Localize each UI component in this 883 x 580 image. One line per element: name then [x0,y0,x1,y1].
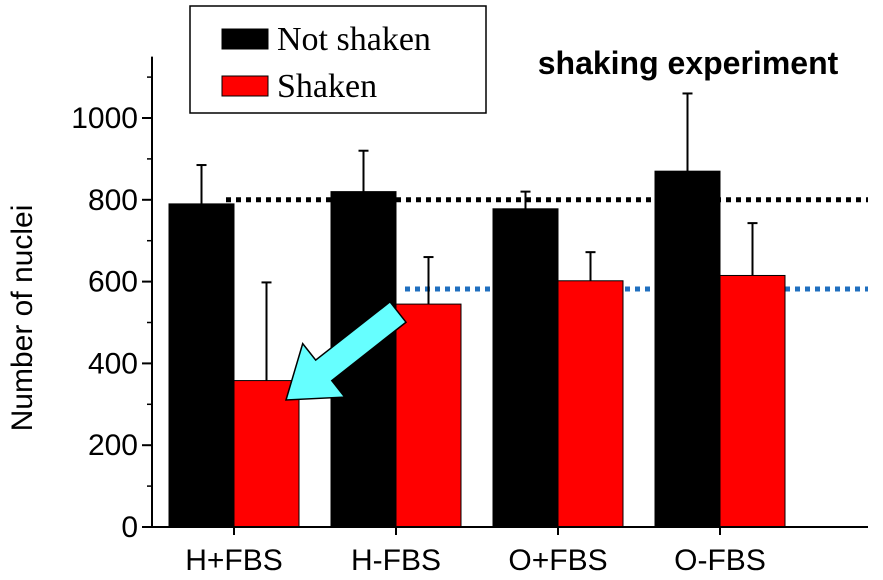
bar-shaken-o+fbs [557,280,624,528]
bar-shaken-h+fbs [233,380,300,528]
y-tick-label: 600 [88,266,138,299]
legend-swatch-not-shaken [221,28,269,50]
legend: Not shaken Shaken [189,5,487,114]
y-ticks: 0 200 400 600 800 1000 [71,76,152,544]
x-tick-label: H+FBS [185,544,283,577]
y-tick-label: 800 [88,184,138,217]
bar-not-shaken-h+fbs [168,203,235,528]
x-tick-label: O-FBS [674,544,766,577]
y-tick-label: 1000 [71,102,138,135]
bar-not-shaken-o+fbs [492,208,559,528]
axes [151,56,868,528]
error-bars [196,92,758,381]
bars [168,170,786,528]
x-tick-label: H-FBS [351,544,441,577]
bar-not-shaken-o-fbs [654,170,721,528]
bar-shaken-o-fbs [719,274,786,528]
y-tick-label: 200 [88,429,138,462]
y-axis-label: Number of nuclei [6,205,39,432]
bar-shaken-h-fbs [395,303,462,528]
y-tick-label: 0 [121,511,138,544]
x-tick-labels: H+FBS H-FBS O+FBS O-FBS [185,527,766,577]
legend-swatch-shaken [221,75,269,97]
reference-lines [226,197,868,292]
legend-label-not-shaken: Not shaken [277,21,431,58]
annotation-arrow-shape [284,300,408,401]
legend-label-shaken: Shaken [277,68,377,105]
x-tick-label: O+FBS [508,544,607,577]
chart-title: shaking experiment [538,45,839,81]
annotation-arrow-icon [284,300,408,401]
y-tick-label: 400 [88,347,138,380]
